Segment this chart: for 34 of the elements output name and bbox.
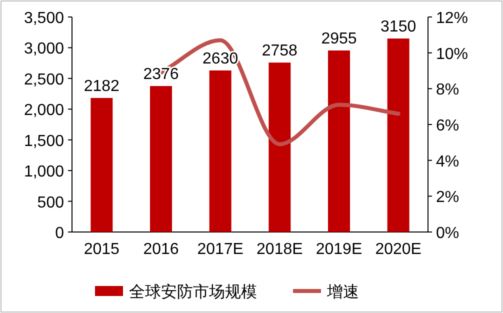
y2-tick-label: 2% [436, 189, 460, 206]
y-tick-label: 0 [55, 225, 64, 242]
x-tick-label: 2020E [375, 241, 422, 258]
y-tick-label: 500 [37, 194, 64, 212]
bar [387, 38, 410, 232]
legend-label: 增速 [326, 283, 359, 301]
x-tick-label: 2015 [84, 241, 120, 258]
data-label: 2955 [321, 30, 357, 48]
bar [268, 62, 291, 232]
y-tick-label: 1,500 [24, 132, 64, 150]
data-label: 2758 [262, 42, 298, 60]
y-tick-label: 1,000 [24, 164, 64, 181]
y2-tick-label: 10% [436, 46, 468, 63]
y-tick-label: 3,000 [24, 40, 64, 58]
y2-tick-label: 6% [436, 118, 460, 134]
y-tick-label: 3,500 [24, 10, 64, 27]
legend-label: 全球安防市场规模 [129, 283, 257, 301]
bar [328, 50, 350, 232]
x-tick-label: 2016 [143, 241, 179, 258]
data-label: 2376 [143, 66, 179, 84]
y2-tick-label: 0% [436, 225, 460, 242]
bar [90, 98, 113, 232]
bar [209, 70, 232, 232]
x-tick-label: 2018E [256, 241, 303, 258]
y2-tick-label: 4% [436, 153, 460, 170]
y-tick-label: 2,500 [24, 71, 64, 88]
x-tick-label: 2019E [316, 241, 362, 258]
y2-tick-label: 8% [436, 82, 460, 99]
data-label: 3150 [380, 18, 416, 36]
data-label: 2182 [84, 78, 120, 95]
y-tick-label: 2,000 [24, 102, 64, 120]
y2-tick-label: 12% [436, 10, 468, 27]
bar [150, 86, 172, 232]
x-tick-label: 2017E [197, 241, 244, 258]
